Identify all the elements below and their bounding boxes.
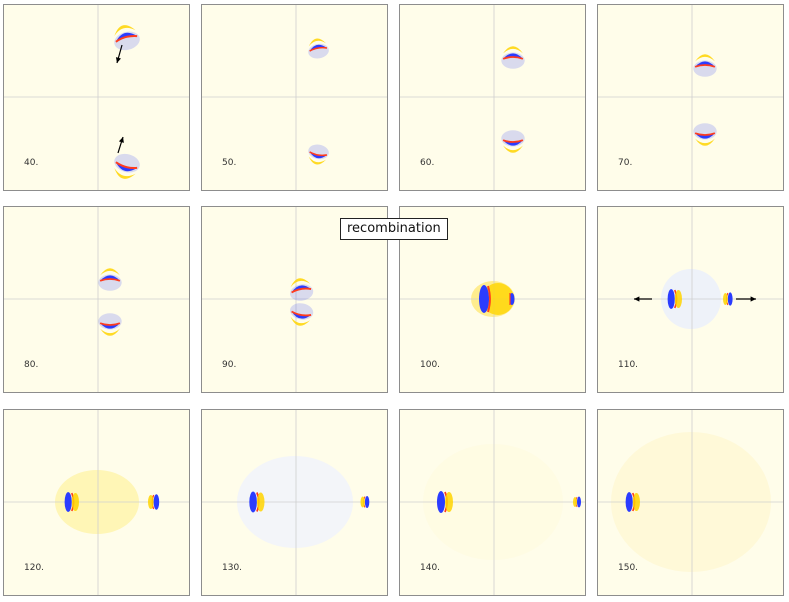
frame-time-label: 150. [618, 563, 639, 573]
frame-panel: 60. [399, 4, 586, 191]
frame-panel: 80. [3, 206, 190, 393]
frame-time-label: 120. [24, 563, 45, 573]
vortex-pair [98, 268, 122, 336]
field-plot [202, 207, 387, 392]
frame-panel: 120. [3, 409, 190, 596]
vortex-pair [693, 54, 717, 146]
field-plot [4, 5, 189, 190]
vortex-pair [501, 46, 525, 153]
separated-vortices [667, 289, 733, 309]
frame-time-label: 100. [420, 360, 441, 370]
frame-time-label: 110. [618, 360, 639, 370]
field-plot [4, 207, 189, 392]
frame-panel: 150. [597, 409, 784, 596]
field-plot [598, 5, 783, 190]
frame-panel: 70. [597, 4, 784, 191]
separated-vortices [64, 492, 160, 512]
separated-vortices [437, 491, 581, 513]
field-plot [400, 207, 585, 392]
frame-panel: 130. [201, 409, 388, 596]
frame-panel: 40. [3, 4, 190, 191]
field-plot [400, 5, 585, 190]
separated-vortices [249, 491, 370, 513]
vortex-pair [114, 25, 140, 179]
frame-time-label: 50. [222, 158, 237, 168]
frame-time-label: 140. [420, 563, 441, 573]
field-plot [202, 410, 387, 595]
frame-time-label: 70. [618, 158, 633, 168]
frame-time-label: 130. [222, 563, 243, 573]
separated-vortices [479, 283, 515, 315]
frame-time-label: 60. [420, 158, 435, 168]
frame-time-label: 90. [222, 360, 237, 370]
motion-arrow [634, 296, 652, 302]
frame-panel: 50. [201, 4, 388, 191]
field-plot [202, 5, 387, 190]
frame-time-label: 40. [24, 158, 39, 168]
field-plot [400, 410, 585, 595]
recombination-callout: recombination [340, 218, 448, 240]
frame-time-label: 80. [24, 360, 39, 370]
frame-panel: 140. [399, 409, 586, 596]
field-plot [598, 207, 783, 392]
field-plot [598, 410, 783, 595]
vortex-pair [308, 38, 329, 165]
vortex-pair [290, 278, 314, 326]
motion-arrow [117, 136, 124, 154]
frame-panel: 110. [597, 206, 784, 393]
motion-arrow [115, 44, 123, 64]
separated-vortices [625, 492, 640, 512]
motion-arrow [736, 296, 756, 302]
field-plot [4, 410, 189, 595]
